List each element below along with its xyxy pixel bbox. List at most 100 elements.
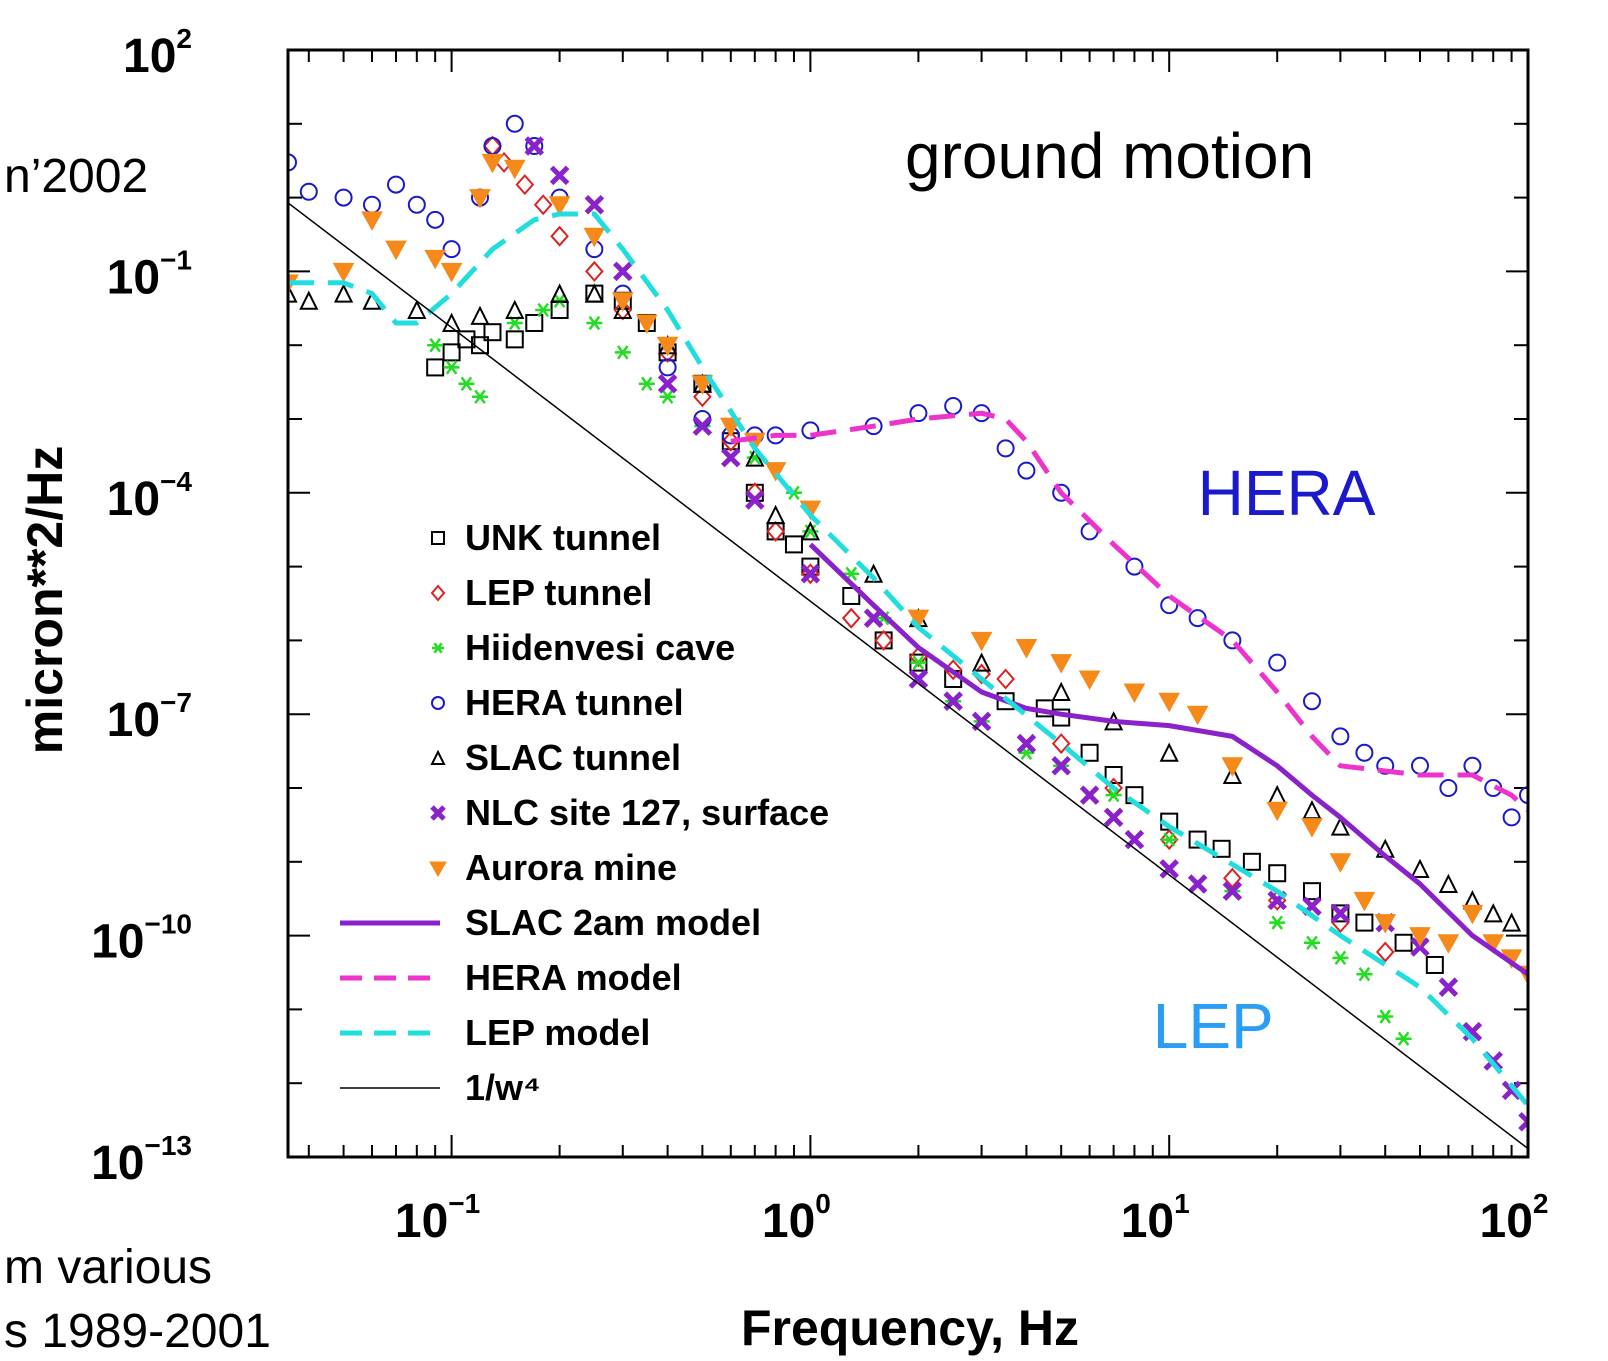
data-point-aurora-mine — [764, 462, 787, 482]
legend-marker-aurora-mine — [429, 861, 447, 878]
data-point-aurora-mine — [635, 314, 658, 335]
data-point-hiidenvesi-cave — [1269, 915, 1286, 930]
legend-label-hiidenvesi-cave: Hiidenvesi cave — [465, 627, 735, 668]
data-point-hera-tunnel — [1376, 756, 1395, 775]
data-point-lep-tunnel — [1159, 829, 1179, 851]
data-point-lep-tunnel — [550, 225, 569, 247]
data-point-nlc-site-127-surface — [1016, 733, 1037, 754]
data-point-aurora-mine — [1437, 934, 1460, 954]
data-point-slac-tunnel — [1438, 873, 1459, 894]
data-point-hiidenvesi-cave — [1377, 1009, 1394, 1024]
data-point-hiidenvesi-cave — [614, 345, 631, 360]
y-tick-label: 10−1 — [107, 244, 192, 304]
data-point-unk-tunnel — [483, 323, 502, 342]
data-point-unk-tunnel — [1104, 766, 1123, 785]
data-point-hera-tunnel — [426, 210, 445, 229]
tick-labels: 10−1 100 101 102 102 10−1 10−4 10−7 10−10 10−13 — [91, 23, 1548, 1248]
data-point-hera-tunnel — [442, 240, 461, 259]
data-point-unk-tunnel — [1188, 830, 1207, 849]
y-tick-label: 10−4 — [107, 466, 193, 526]
data-point-nlc-site-127-surface — [971, 711, 992, 732]
data-point-nlc-site-127-surface — [1103, 807, 1124, 828]
data-point-nlc-site-127-surface — [1187, 874, 1208, 894]
data-point-aurora-mine — [548, 196, 571, 216]
chart-title: ground motion — [905, 120, 1314, 192]
data-point-unk-tunnel — [1355, 913, 1374, 932]
data-point-hera-tunnel — [1188, 609, 1207, 628]
data-point-slac-tunnel — [1501, 912, 1522, 932]
legend-marker-hiidenvesi-cave — [432, 642, 444, 654]
data-point-unk-tunnel — [1425, 955, 1444, 974]
data-point-hera-tunnel — [909, 404, 928, 423]
data-point-lep-tunnel — [1051, 733, 1071, 755]
legend-marker-slac-tunnel — [430, 749, 446, 765]
legend-label-1-w: 1/w⁴ — [465, 1067, 541, 1108]
data-point-slac-tunnel — [333, 283, 354, 303]
data-point-lep-tunnel — [693, 386, 712, 408]
data-point-hiidenvesi-cave — [1356, 967, 1373, 982]
data-point-hera-tunnel — [362, 195, 381, 214]
data-point-nlc-site-127-surface — [745, 490, 765, 510]
data-point-nlc-site-127-surface — [1518, 1112, 1528, 1132]
data-point-hiidenvesi-cave — [1105, 788, 1122, 803]
data-point-nlc-site-127-surface — [613, 261, 633, 282]
legend-label-unk-tunnel: UNK tunnel — [465, 517, 661, 558]
data-point-aurora-mine — [440, 262, 463, 283]
data-point-aurora-mine — [1050, 654, 1073, 674]
data-point-hiidenvesi-cave — [802, 524, 819, 539]
data-point-slac-tunnel — [470, 305, 490, 325]
data-point-hera-tunnel — [505, 114, 524, 133]
data-point-aurora-mine — [503, 159, 526, 180]
data-point-hera-tunnel — [1017, 461, 1036, 480]
data-point-nlc-site-127-surface — [1124, 829, 1145, 850]
data-point-aurora-mine — [1266, 801, 1289, 822]
data-point-hera-tunnel — [1125, 557, 1144, 576]
data-point-lep-tunnel — [1223, 867, 1242, 889]
data-point-slac-tunnel — [613, 299, 633, 319]
legend-label-slac-tunnel: SLAC tunnel — [465, 737, 681, 778]
data-point-unk-tunnel — [784, 535, 803, 554]
data-point-hera-tunnel — [1268, 653, 1287, 672]
legend-marker-nlc-site-127-surface — [430, 805, 446, 821]
data-point-lep-tunnel — [874, 629, 893, 651]
data-point-hiidenvesi-cave — [535, 302, 552, 318]
legend-label-nlc-site-127-surface: NLC site 127, surface — [465, 792, 829, 833]
data-point-hera-tunnel — [1519, 786, 1528, 805]
data-point-nlc-site-127-surface — [657, 374, 678, 394]
series-line-slac-2am-model — [808, 542, 1528, 977]
data-point-hiidenvesi-cave — [1395, 1031, 1412, 1046]
data-point-unk-tunnel — [1242, 852, 1261, 871]
plot-frame — [286, 48, 1530, 1159]
annotation-lep: LEP — [1153, 990, 1274, 1062]
data-point-hera-tunnel — [299, 182, 318, 201]
data-point-nlc-site-127-surface — [1051, 756, 1071, 776]
data-point-aurora-mine — [1374, 914, 1397, 934]
annotation-hera: HERA — [1198, 457, 1376, 529]
data-point-lep-tunnel — [841, 607, 861, 629]
data-point-aurora-mine — [424, 249, 447, 270]
data-point-unk-tunnel — [1331, 904, 1350, 923]
data-point-aurora-mine — [385, 240, 407, 261]
data-point-aurora-mine — [1123, 683, 1146, 704]
data-point-lep-tunnel — [766, 520, 785, 542]
data-point-aurora-mine — [1015, 639, 1038, 659]
data-point-unk-tunnel — [1268, 864, 1287, 883]
axis-ticks — [288, 49, 1528, 1158]
annotations: HERA LEP — [1153, 457, 1376, 1062]
data-point-unk-tunnel — [525, 313, 544, 332]
data-point-hera-tunnel — [387, 175, 406, 194]
data-point-hiidenvesi-cave — [1303, 935, 1320, 950]
data-point-aurora-mine — [970, 631, 993, 652]
data-point-nlc-site-127-surface — [1222, 881, 1243, 901]
legend: UNK tunnel LEP tunnel Hiidenvesi cave HERA … — [340, 517, 829, 1108]
data-point-aurora-mine — [1221, 757, 1244, 777]
x-axis-label: Frequency, Hz — [741, 1300, 1079, 1356]
data-point-slac-tunnel — [505, 299, 525, 319]
data-point-hiidenvesi-cave — [586, 315, 603, 331]
data-point-aurora-mine — [611, 292, 634, 312]
data-point-hera-tunnel — [1410, 756, 1429, 775]
legend-label-lep-tunnel: LEP tunnel — [465, 572, 652, 613]
data-point-hiidenvesi-cave — [638, 376, 655, 391]
legend-marker-lep-tunnel — [430, 584, 446, 602]
data-point-hiidenvesi-cave — [1332, 950, 1349, 965]
